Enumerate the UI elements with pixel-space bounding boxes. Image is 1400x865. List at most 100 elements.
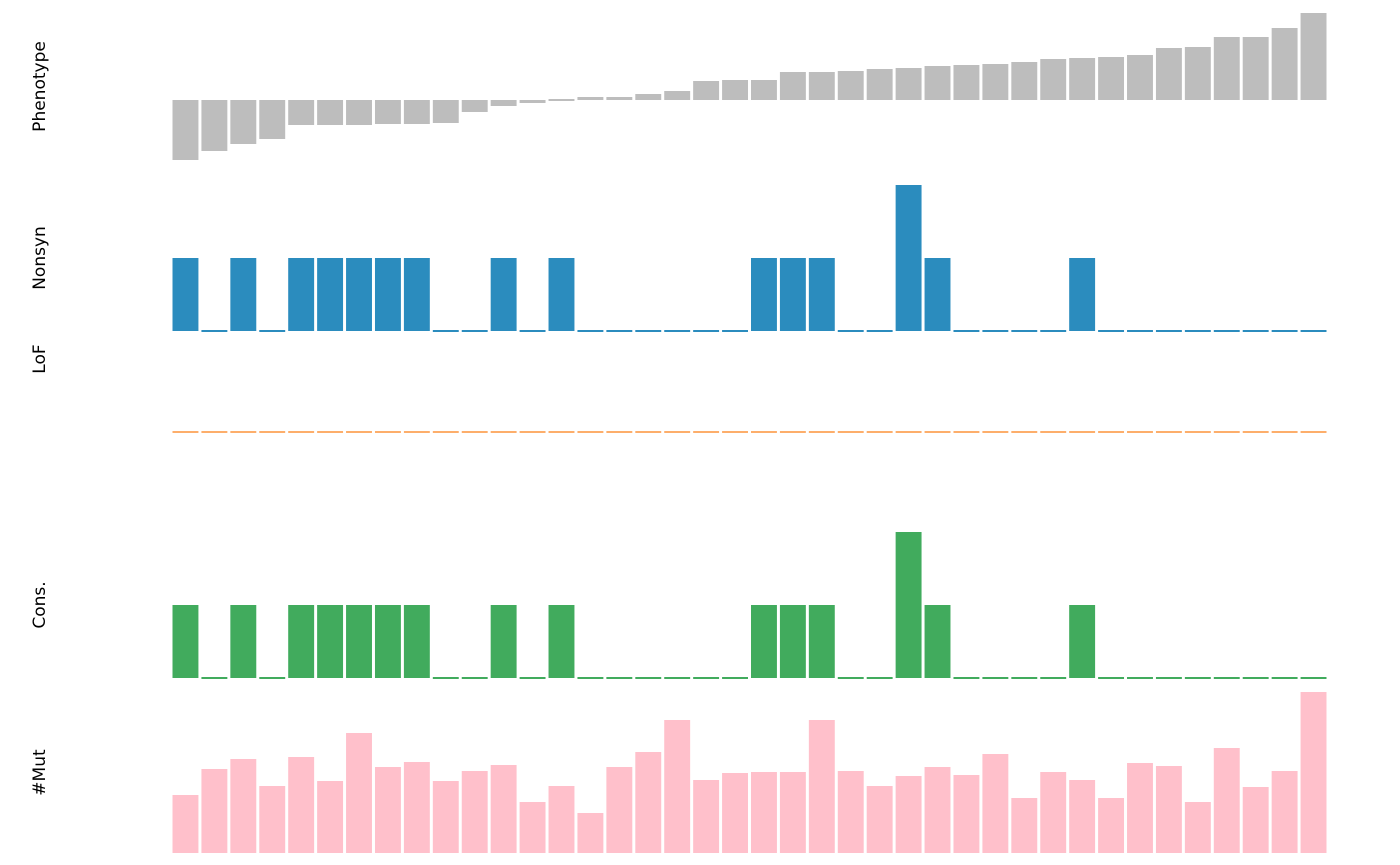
- bar: [461, 771, 488, 853]
- y-axis-label: #Mut: [30, 749, 50, 796]
- bar: [924, 431, 951, 433]
- bar: [1098, 677, 1125, 679]
- bar: [1040, 677, 1067, 679]
- bar: [1184, 47, 1211, 100]
- bar: [1011, 798, 1038, 853]
- bar: [1213, 748, 1240, 853]
- bar: [519, 677, 546, 679]
- bar: [288, 757, 315, 853]
- bar: [317, 781, 344, 853]
- bar: [1300, 692, 1327, 853]
- bar: [1098, 431, 1125, 433]
- bar: [982, 677, 1009, 679]
- bar: [403, 762, 430, 853]
- bar: [1011, 431, 1038, 433]
- bar: [1271, 431, 1298, 433]
- bar: [403, 431, 430, 433]
- bar: [259, 431, 286, 433]
- bar: [172, 100, 199, 160]
- bar: [895, 185, 922, 331]
- bar: [230, 258, 257, 331]
- bar: [230, 100, 257, 144]
- bar: [346, 100, 372, 125]
- bar: [1271, 677, 1298, 679]
- bar: [1040, 59, 1067, 100]
- bar: [693, 81, 720, 100]
- bar: [982, 64, 1009, 100]
- bar: [201, 677, 228, 679]
- bar: [346, 258, 372, 331]
- bar: [693, 431, 720, 433]
- bar: [1040, 431, 1067, 433]
- bar: [1040, 772, 1067, 853]
- bar: [548, 258, 575, 331]
- bar: [577, 813, 604, 853]
- bar: [693, 330, 720, 332]
- bar: [1213, 431, 1240, 433]
- bar: [1069, 58, 1096, 100]
- bar: [432, 100, 459, 123]
- bar: [519, 100, 546, 103]
- bar: [346, 733, 372, 853]
- bar: [201, 769, 228, 853]
- bar: [259, 786, 286, 853]
- bar: [403, 605, 430, 678]
- bar: [635, 752, 662, 853]
- bar: [722, 80, 748, 100]
- bar: [837, 431, 864, 433]
- bar: [1242, 787, 1269, 853]
- bar: [230, 605, 257, 678]
- bar: [577, 330, 604, 332]
- bar: [1155, 431, 1182, 433]
- bar: [779, 258, 806, 331]
- bar: [577, 97, 604, 100]
- bar: [837, 71, 864, 100]
- bar: [201, 330, 228, 332]
- bar: [664, 677, 691, 679]
- bar: [866, 786, 893, 853]
- bar: [1271, 28, 1298, 100]
- bar: [1184, 330, 1211, 332]
- bar: [1300, 677, 1327, 679]
- bar: [490, 100, 517, 106]
- y-axis-label: Phenotype: [30, 41, 50, 132]
- bar: [432, 677, 459, 679]
- bar: [635, 677, 662, 679]
- bar: [1271, 771, 1298, 853]
- bar: [519, 431, 546, 433]
- bar: [1069, 258, 1096, 331]
- bar: [664, 91, 691, 100]
- bar: [1184, 431, 1211, 433]
- bar: [519, 802, 546, 853]
- bar: [1155, 330, 1182, 332]
- bar: [606, 767, 633, 853]
- bar: [693, 677, 720, 679]
- bar: [664, 431, 691, 433]
- bar: [982, 754, 1009, 853]
- bar: [895, 532, 922, 678]
- bar: [982, 431, 1009, 433]
- bar: [1069, 605, 1096, 678]
- bar: [1242, 330, 1269, 332]
- bar: [490, 765, 517, 853]
- bar: [779, 605, 806, 678]
- bar: [346, 431, 372, 433]
- bar: [1069, 780, 1096, 853]
- bar: [866, 677, 893, 679]
- bar: [490, 258, 517, 331]
- bar: [1011, 677, 1038, 679]
- panel: Cons.: [30, 532, 1327, 679]
- bar: [779, 431, 806, 433]
- bar: [577, 677, 604, 679]
- bar: [751, 258, 777, 331]
- bar: [1040, 330, 1067, 332]
- bar: [866, 431, 893, 433]
- bar: [953, 677, 980, 679]
- bar: [779, 72, 806, 100]
- bar: [1300, 13, 1327, 100]
- bar: [172, 795, 199, 853]
- bar: [837, 677, 864, 679]
- bar: [288, 100, 315, 125]
- bar: [1127, 431, 1153, 433]
- bar: [548, 786, 575, 853]
